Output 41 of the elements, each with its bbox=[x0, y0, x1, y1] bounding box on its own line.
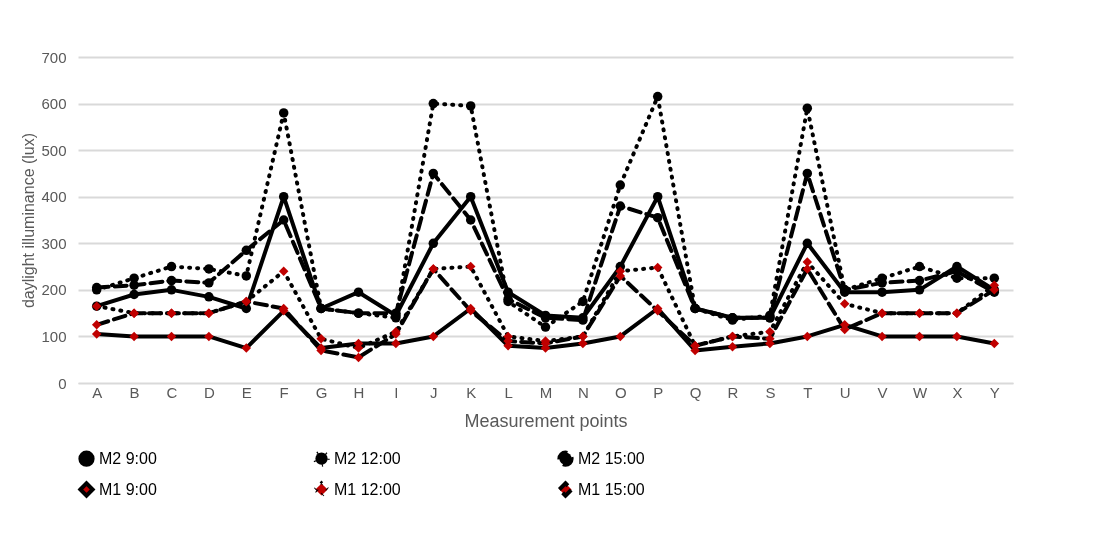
x-tick-label: S bbox=[765, 383, 776, 401]
x-tick-label: I bbox=[394, 383, 399, 401]
x-tick-label: N bbox=[577, 383, 589, 401]
x-tick-label: B bbox=[129, 383, 140, 401]
x-tick-label: P bbox=[653, 383, 664, 401]
y-tick-label: 700 bbox=[41, 48, 67, 66]
x-tick-label: V bbox=[877, 383, 888, 401]
x-tick-label: E bbox=[241, 383, 252, 401]
x-tick-label: A bbox=[92, 383, 103, 401]
x-tick-label: K bbox=[466, 383, 477, 401]
x-tick-label: T bbox=[803, 383, 813, 401]
legend-label: M2 12:00 bbox=[334, 449, 401, 467]
legend-label: M2 15:00 bbox=[578, 449, 645, 467]
y-axis-title: daylight illuminance (lux) bbox=[20, 132, 38, 309]
y-tick-label: 300 bbox=[41, 234, 67, 252]
x-tick-label: O bbox=[614, 383, 627, 401]
x-tick-label: D bbox=[203, 383, 215, 401]
x-tick-label: F bbox=[279, 383, 289, 401]
x-tick-label: W bbox=[912, 383, 928, 401]
x-tick-label: L bbox=[504, 383, 513, 401]
x-tick-label: R bbox=[727, 383, 739, 401]
x-tick-label: Y bbox=[989, 383, 1000, 401]
y-tick-label: 600 bbox=[41, 95, 67, 113]
y-tick-label: 100 bbox=[41, 327, 67, 345]
legend-label: M1 12:00 bbox=[334, 480, 401, 498]
x-tick-label: X bbox=[952, 383, 963, 401]
y-tick-label: 500 bbox=[41, 141, 67, 159]
x-axis-title: Measurement points bbox=[464, 410, 628, 431]
x-tick-label: M bbox=[539, 383, 553, 401]
x-tick-label: Q bbox=[689, 383, 702, 401]
x-tick-label: U bbox=[839, 383, 851, 401]
y-tick-label: 400 bbox=[41, 188, 67, 206]
y-tick-label: 0 bbox=[58, 374, 67, 392]
legend-label: M1 9:00 bbox=[99, 480, 157, 498]
x-tick-label: J bbox=[430, 383, 438, 401]
legend-label: M1 15:00 bbox=[578, 480, 645, 498]
legend-label: M2 9:00 bbox=[99, 449, 157, 467]
x-tick-label: C bbox=[166, 383, 178, 401]
x-tick-label: H bbox=[353, 383, 365, 401]
x-tick-label: G bbox=[315, 383, 328, 401]
y-tick-label: 200 bbox=[41, 281, 67, 299]
